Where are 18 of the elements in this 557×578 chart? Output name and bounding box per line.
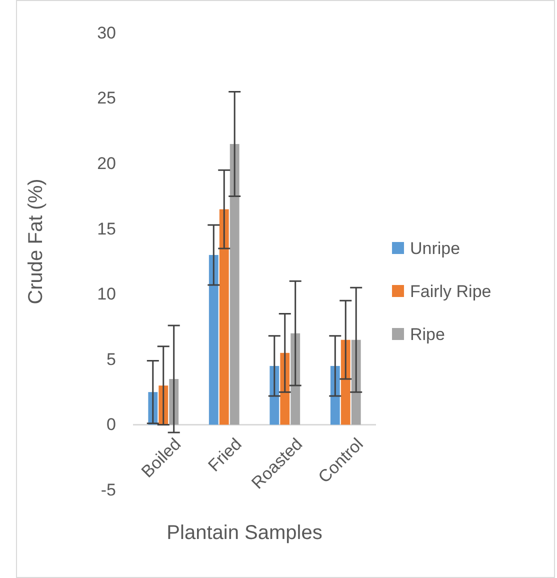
y-tick-label: 10 (97, 284, 116, 304)
y-tick-label: -5 (100, 480, 116, 500)
y-tick-label: 0 (106, 415, 116, 434)
y-axis-title: Crude Fat (%) (25, 178, 47, 304)
legend-label: Unripe (410, 238, 460, 258)
y-tick-label: 20 (97, 154, 116, 174)
y-tick-label: 30 (97, 23, 116, 42)
y-tick-label: 25 (97, 88, 116, 108)
y-tick-label: 15 (97, 219, 116, 238)
legend-label: Ripe (410, 324, 445, 344)
y-tick-label: 5 (106, 350, 116, 369)
x-axis-title: Plantain Samples (166, 522, 322, 544)
legend-label: Fairly Ripe (410, 282, 492, 301)
bar (219, 209, 229, 425)
bar (230, 144, 240, 425)
bar (340, 340, 350, 425)
bar (208, 254, 218, 425)
bar (290, 333, 300, 425)
